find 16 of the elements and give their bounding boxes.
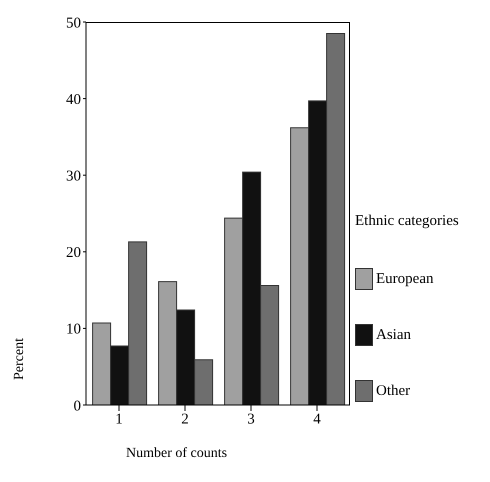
legend-label: European <box>376 270 434 288</box>
y-tick-label: 30 <box>66 168 81 185</box>
x-tick-label: 4 <box>313 412 322 428</box>
legend-title: Ethnic categories <box>355 213 459 230</box>
x-axis-title: Number of counts <box>126 446 228 462</box>
legend-label: Other <box>376 382 410 400</box>
y-tick-label: 40 <box>66 92 81 108</box>
x-tick-label: 3 <box>247 412 255 428</box>
x-tick-label: 2 <box>181 412 189 428</box>
x-tick-label: 1 <box>115 412 123 428</box>
y-tick-label: 10 <box>66 322 81 338</box>
y-tick-label: 50 <box>66 15 81 32</box>
y-axis-title: Percent <box>12 337 28 380</box>
y-tick-label: 20 <box>66 245 81 262</box>
y-tick-label: 0 <box>74 398 81 414</box>
legend-label: Asian <box>376 326 411 344</box>
